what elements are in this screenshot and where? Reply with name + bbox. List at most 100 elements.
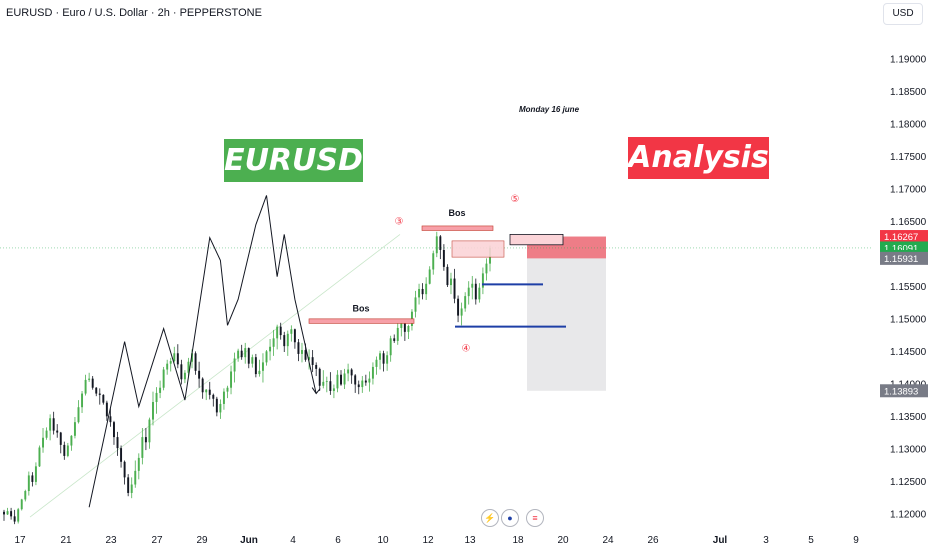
x-tick-label: 27 [151, 535, 163, 546]
analysis-badge: Analysis [628, 137, 769, 179]
candle-body [357, 384, 360, 388]
candle-body [308, 357, 311, 360]
candle-body [112, 422, 115, 438]
candle-body [137, 457, 140, 471]
candle-body [38, 447, 41, 467]
x-tick-label: 13 [464, 535, 476, 546]
candle-body [471, 283, 474, 288]
candle-body [17, 509, 20, 522]
entry-zone [509, 233, 564, 246]
candle-body [283, 335, 286, 347]
candle-body [457, 298, 460, 316]
candle-body [393, 338, 396, 341]
candle-body [450, 278, 452, 286]
candle-body [272, 338, 275, 347]
candle-body [73, 422, 76, 436]
candle-body [290, 329, 293, 334]
x-tick-label: 18 [512, 535, 524, 546]
candle-body [52, 418, 55, 431]
wave-path [88, 195, 317, 508]
candle-body [304, 350, 307, 360]
candle-body [371, 366, 374, 379]
x-tick-label: Jun [240, 535, 258, 546]
y-tick-label: 1.12000 [890, 509, 927, 520]
candle-body [453, 278, 456, 299]
candle-body [187, 361, 190, 373]
chart-header: EURUSD · Euro / U.S. Dollar · 2h · PEPPE… [6, 7, 262, 19]
candle-body [478, 287, 481, 300]
x-tick-label: 5 [808, 535, 814, 546]
candle-body [254, 357, 257, 375]
candle-body [59, 432, 62, 445]
x-tick-label: 23 [105, 535, 117, 546]
candle-body [439, 236, 442, 250]
candle-body [162, 369, 165, 388]
candle-body [95, 387, 98, 394]
candle-body [265, 351, 268, 363]
eu-flag-icon[interactable]: ● [501, 509, 519, 527]
candle-body [102, 394, 105, 403]
candle-body [70, 435, 73, 446]
eurusd-badge: EURUSD [224, 139, 363, 182]
y-tick-label: 1.13500 [890, 412, 927, 423]
currency-button[interactable]: USD [883, 3, 923, 25]
candle-body [435, 236, 438, 254]
candle-body [201, 378, 204, 393]
candle-body [325, 381, 328, 383]
candle-body [301, 350, 303, 354]
y-tick-label: 1.15500 [890, 282, 927, 293]
candle-body [432, 253, 435, 270]
y-tick-label: 1.14500 [890, 347, 927, 358]
candle-body [396, 327, 399, 341]
candle-body [332, 388, 335, 391]
price-label-text: 1.16091 [884, 243, 918, 254]
candle-body [120, 448, 123, 462]
us-flag-icon[interactable]: ≡ [526, 509, 544, 527]
candle-body [13, 516, 16, 522]
candle-body [222, 391, 225, 404]
candle-body [400, 323, 403, 328]
candle-body [230, 371, 233, 388]
candle-body [364, 380, 367, 383]
candle-body [237, 350, 240, 359]
x-tick-label: 29 [196, 535, 208, 546]
candle-body [176, 353, 179, 365]
x-tick-label: 10 [377, 535, 389, 546]
candle-body [56, 430, 59, 433]
candle-body [251, 357, 254, 364]
candle-body [152, 402, 154, 420]
candle-body [322, 381, 325, 386]
candle-body [183, 372, 186, 380]
y-tick-label: 1.13000 [890, 444, 927, 455]
candle-body [261, 362, 264, 371]
projection-arrow-head [311, 387, 321, 395]
candle-body [49, 418, 52, 431]
candle-body [233, 358, 236, 372]
candle-body [318, 368, 321, 386]
candle-body [340, 374, 342, 385]
trend-line [29, 234, 401, 518]
candle-body [144, 437, 147, 443]
candle-body [66, 445, 69, 456]
candle-body [105, 402, 108, 417]
bos-zone-2 [421, 225, 494, 231]
candle-body [379, 353, 382, 360]
candle-body [481, 273, 484, 288]
wave-label: ④ [462, 343, 471, 354]
candle-body [215, 398, 218, 413]
price-label-text: 1.15931 [884, 254, 918, 265]
candle-body [279, 326, 282, 336]
candle-body [460, 308, 463, 316]
candle-body [286, 333, 289, 347]
candle-body [315, 364, 318, 369]
bos-label: Bos [448, 208, 465, 218]
bos-zone-1 [308, 318, 415, 324]
candle-body [191, 353, 193, 362]
x-tick-label: 3 [763, 535, 769, 546]
candle-body [347, 369, 350, 374]
candle-body [428, 269, 431, 284]
lightning-icon[interactable]: ⚡ [481, 509, 499, 527]
y-tick-label: 1.19000 [890, 54, 927, 65]
y-tick-label: 1.15000 [890, 314, 927, 325]
